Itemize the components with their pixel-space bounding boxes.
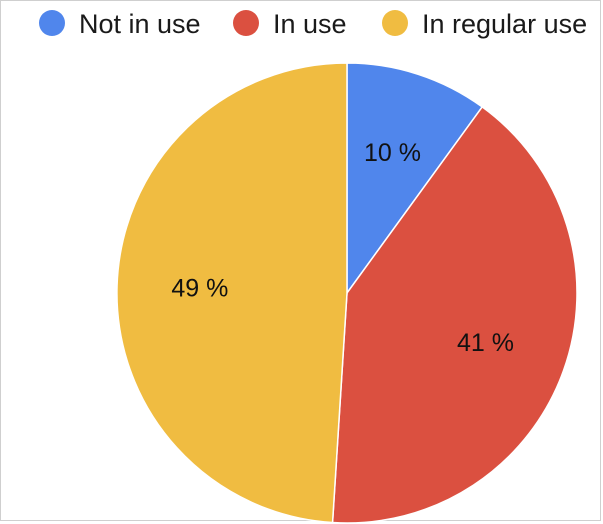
legend-label-not-in-use: Not in use bbox=[79, 9, 201, 39]
slice-labels: 10 % 41 % 49 % bbox=[171, 139, 514, 357]
slice-label-not-in-use: 10 % bbox=[364, 139, 421, 167]
legend-label-in-regular-use: In regular use bbox=[422, 9, 587, 39]
slice-not-in-use[interactable] bbox=[346, 62, 484, 296]
legend-item-in-regular-use[interactable]: In regular use bbox=[382, 9, 587, 39]
legend-label-in-use: In use bbox=[273, 9, 347, 39]
pie-slices bbox=[116, 62, 578, 524]
legend-swatch-in-use bbox=[233, 10, 259, 36]
legend-swatch-in-regular-use bbox=[382, 10, 408, 36]
slice-label-in-regular-use: 49 % bbox=[171, 274, 228, 302]
slice-in-use[interactable] bbox=[331, 105, 578, 524]
legend-swatch-not-in-use bbox=[39, 10, 65, 36]
legend-item-not-in-use[interactable]: Not in use bbox=[39, 9, 201, 39]
slice-label-in-use: 41 % bbox=[457, 329, 514, 357]
slice-in-regular-use[interactable] bbox=[116, 62, 348, 524]
legend-item-in-use[interactable]: In use bbox=[233, 9, 347, 39]
legend: Not in use In use In regular use bbox=[39, 9, 587, 39]
